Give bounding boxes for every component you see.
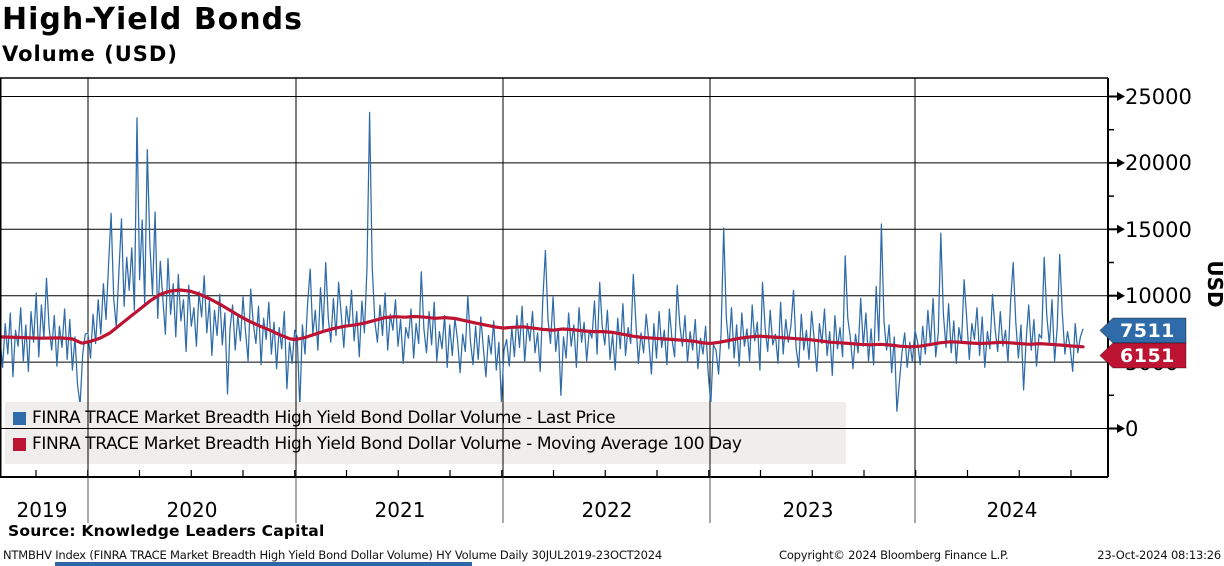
x-tick-2021: 2021 (375, 498, 426, 522)
last-price-tag: 7511 (1099, 317, 1187, 344)
gridlines-over-legend (5, 402, 846, 464)
volume-series-line (0, 111, 1084, 412)
x-tick-2020: 2020 (167, 498, 218, 522)
y-tick-20000: 20000 (1125, 151, 1192, 175)
x-tick-2024: 2024 (987, 498, 1038, 522)
last-price-swatch (13, 411, 26, 425)
last-price-value: 7511 (1120, 320, 1175, 342)
y-axis-title: USD (1203, 260, 1224, 307)
gridlines (0, 78, 1108, 477)
y-tick-arrow (1117, 291, 1125, 301)
y-tick-15000: 15000 (1125, 218, 1192, 242)
y-tick-10000: 10000 (1125, 284, 1192, 308)
y-axis-labels: 25000 20000 15000 10000 5000 0 (1125, 85, 1192, 441)
y-tick-arrow (1117, 224, 1125, 234)
copyright-notice: Copyright© 2024 Bloomberg Finance L.P. (779, 548, 1009, 562)
plot-spines (0, 77, 1109, 523)
x-tick-2019: 2019 (17, 498, 68, 522)
source-attribution: Source: Knowledge Leaders Capital (8, 522, 325, 540)
moving-average-tag-shape (1099, 342, 1187, 369)
x-tick-2022: 2022 (582, 498, 633, 522)
last-price-tag-shape (1099, 317, 1187, 344)
legend-background (5, 402, 846, 464)
legend-item-moving-average: FINRA TRACE Market Breadth High Yield Bo… (13, 431, 742, 457)
legend-label-last-price: FINRA TRACE Market Breadth High Yield Bo… (32, 408, 616, 428)
legend-item-last-price: FINRA TRACE Market Breadth High Yield Bo… (13, 405, 616, 431)
chart-timestamp: 23-Oct-2024 08:13:26 (1097, 548, 1221, 562)
legend-label-moving-average: FINRA TRACE Market Breadth High Yield Bo… (32, 434, 742, 454)
ticker-description: NTMBHV Index (FINRA TRACE Market Breadth… (3, 548, 662, 562)
y-tick-arrow (1117, 92, 1125, 101)
moving-average-swatch (13, 437, 26, 451)
y-tick-25000: 25000 (1125, 85, 1192, 109)
moving-average-line (0, 288, 1085, 349)
page-title: High-Yield Bonds (2, 2, 303, 37)
moving-average-tag: 6151 (1099, 342, 1187, 369)
moving-average-value: 6151 (1120, 345, 1175, 367)
legend: FINRA TRACE Market Breadth High Yield Bo… (5, 402, 846, 464)
y-tick-arrow (1117, 424, 1125, 433)
bottom-blue-bar (55, 562, 472, 566)
x-axis-labels: 2019 2020 2021 2022 2023 2024 (17, 498, 1038, 522)
y-tick-arrow (1117, 158, 1125, 168)
y-tick-0: 0 (1125, 417, 1138, 441)
x-tick-2023: 2023 (783, 498, 834, 522)
page-subtitle: Volume (USD) (2, 42, 178, 66)
